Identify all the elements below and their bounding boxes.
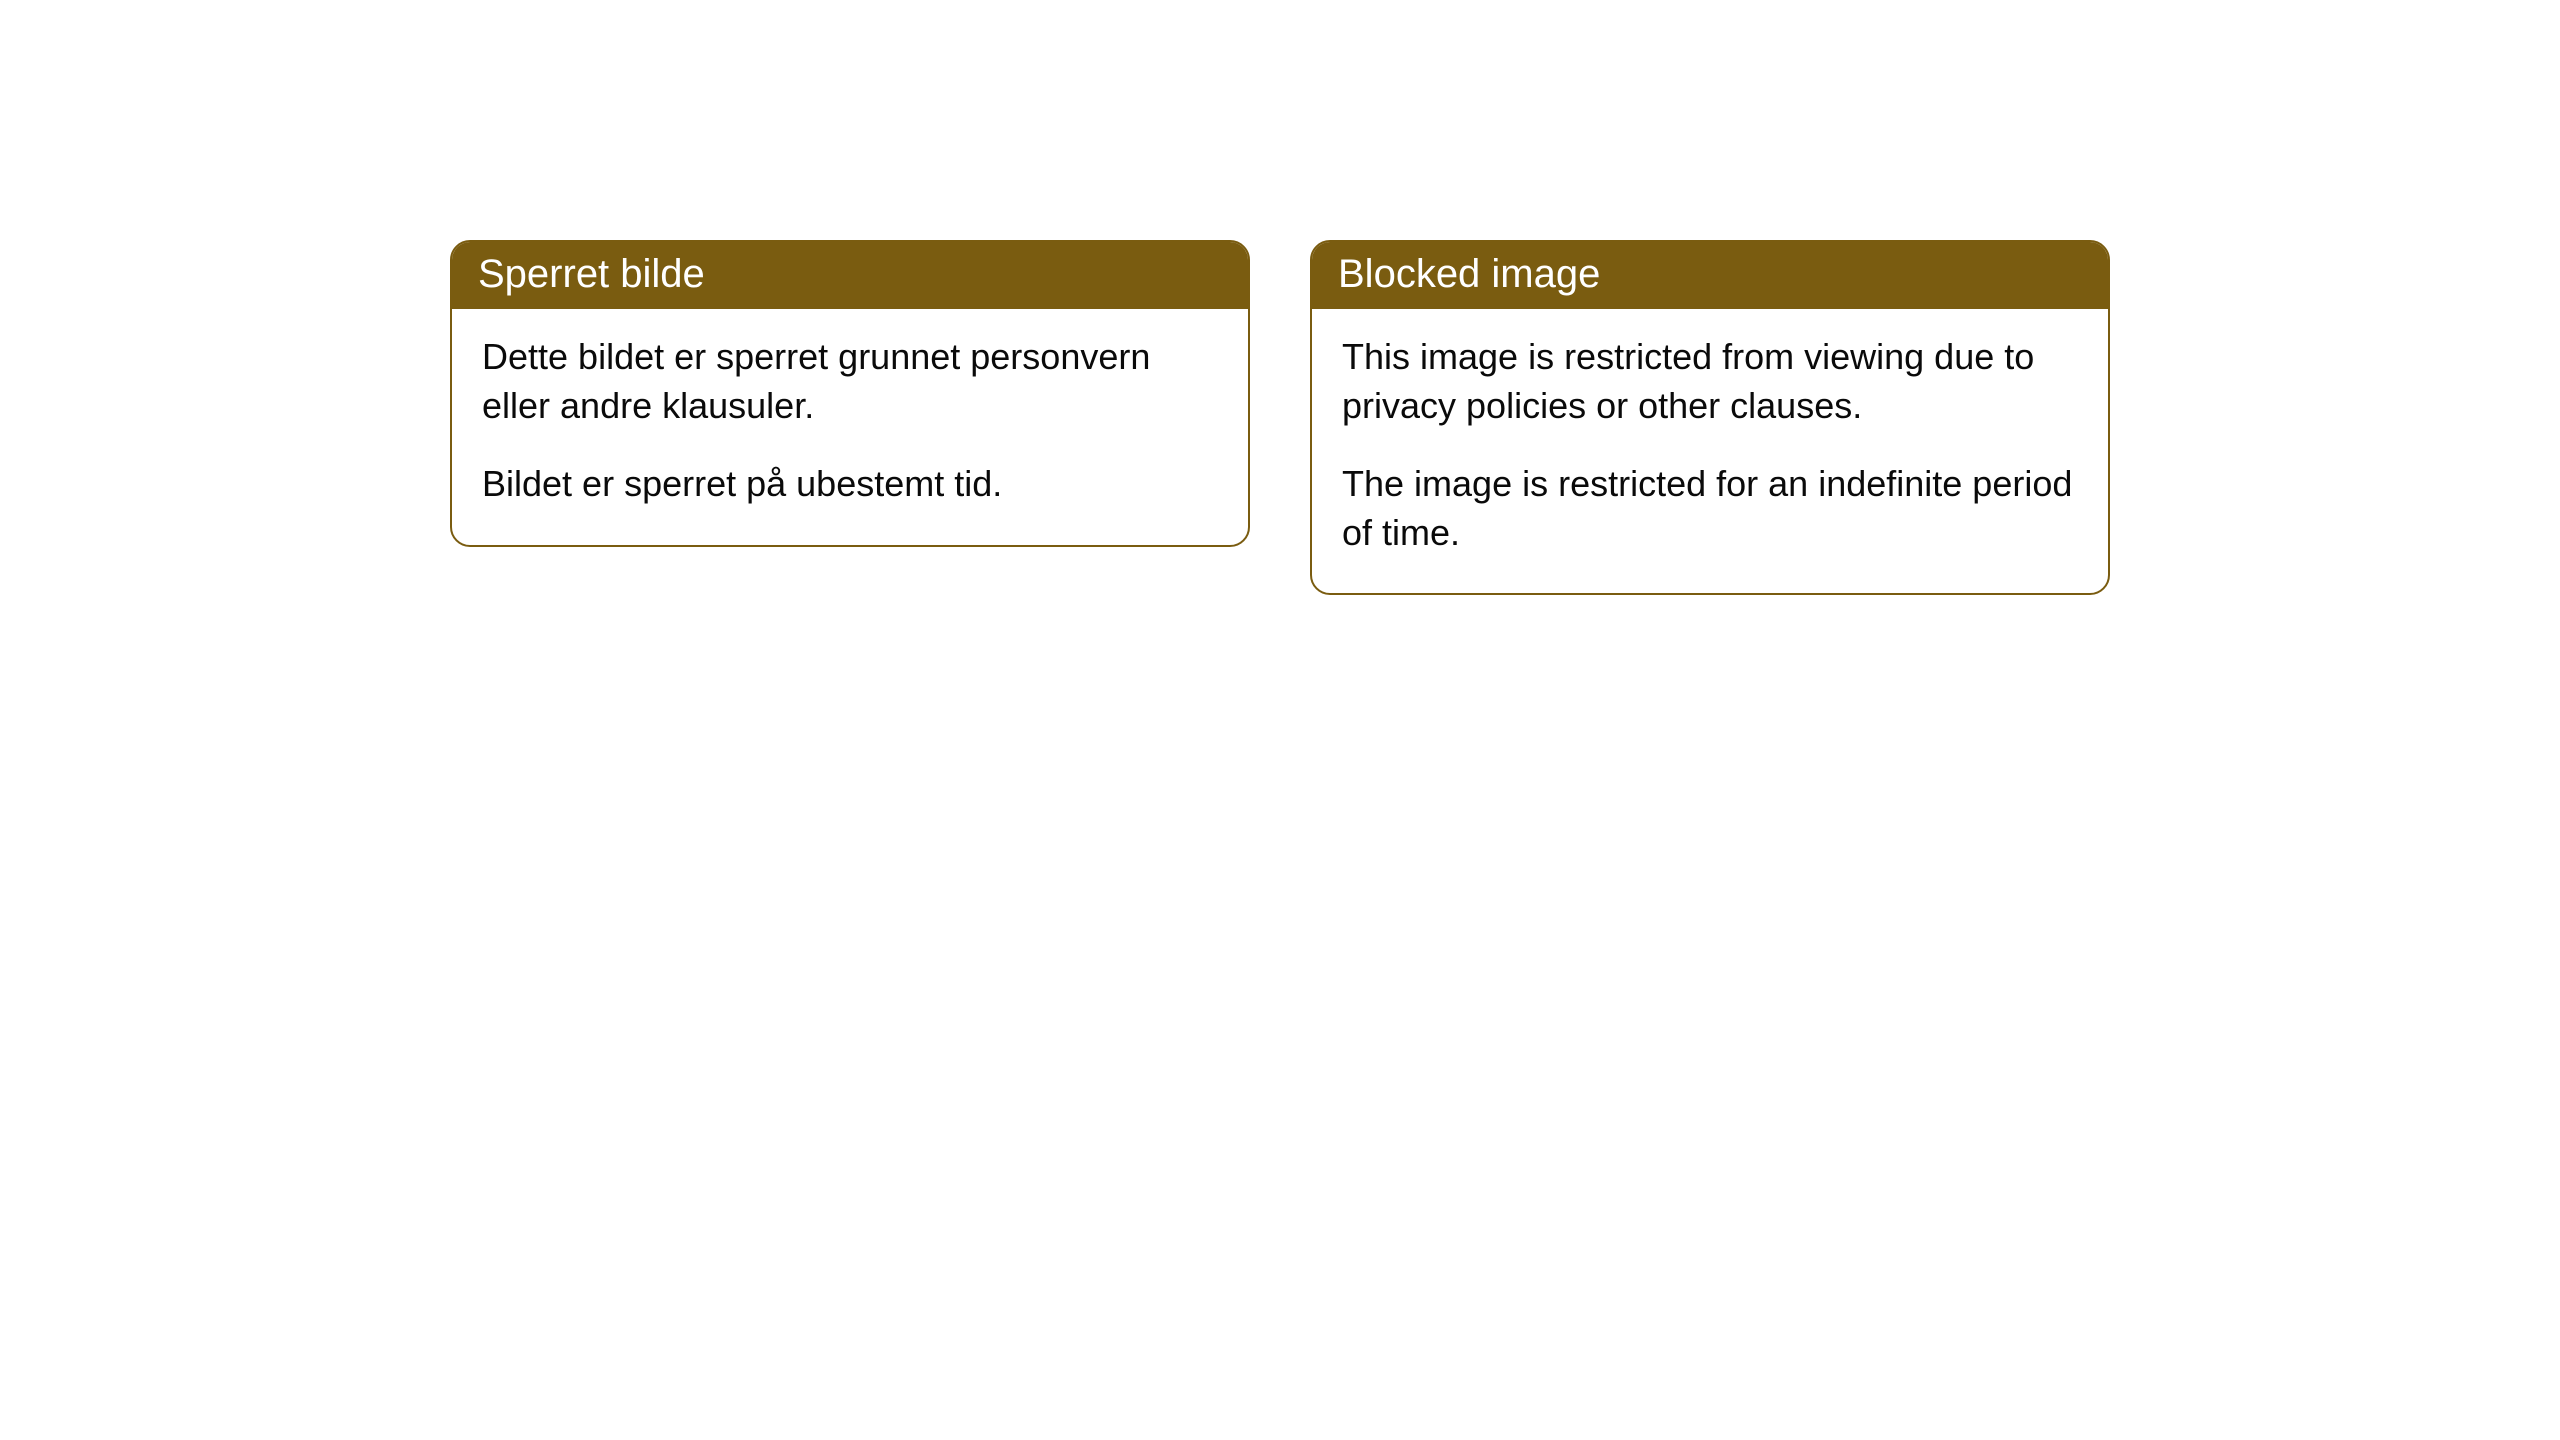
notice-paragraph: The image is restricted for an indefinit… (1342, 460, 2078, 557)
notice-card-english: Blocked image This image is restricted f… (1310, 240, 2110, 595)
notice-paragraph: This image is restricted from viewing du… (1342, 333, 2078, 430)
notice-paragraph: Dette bildet er sperret grunnet personve… (482, 333, 1218, 430)
notice-body: Dette bildet er sperret grunnet personve… (452, 309, 1248, 545)
notice-title: Blocked image (1312, 242, 2108, 309)
notice-body: This image is restricted from viewing du… (1312, 309, 2108, 593)
notices-container: Sperret bilde Dette bildet er sperret gr… (450, 240, 2110, 1440)
notice-title: Sperret bilde (452, 242, 1248, 309)
notice-card-norwegian: Sperret bilde Dette bildet er sperret gr… (450, 240, 1250, 547)
notice-paragraph: Bildet er sperret på ubestemt tid. (482, 460, 1218, 509)
